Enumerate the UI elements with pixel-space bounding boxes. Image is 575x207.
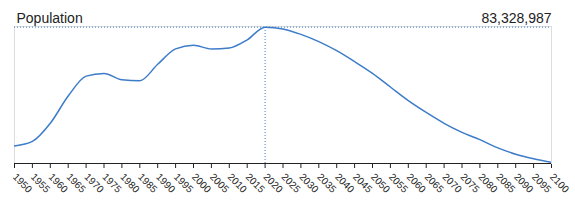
svg-text:2095: 2095: [530, 171, 554, 195]
svg-text:1995: 1995: [172, 171, 196, 195]
svg-text:1990: 1990: [154, 171, 178, 195]
svg-text:2010: 2010: [226, 171, 250, 195]
svg-text:2075: 2075: [458, 171, 482, 195]
svg-text:2060: 2060: [405, 171, 429, 195]
svg-text:1960: 1960: [47, 171, 71, 195]
svg-text:2065: 2065: [423, 171, 447, 195]
svg-text:Population: Population: [17, 10, 83, 26]
svg-text:1950: 1950: [11, 171, 35, 195]
svg-text:1965: 1965: [65, 171, 89, 195]
svg-text:2000: 2000: [190, 171, 214, 195]
svg-text:2015: 2015: [244, 171, 268, 195]
svg-text:2100: 2100: [548, 171, 572, 195]
svg-text:2070: 2070: [440, 171, 464, 195]
svg-text:1975: 1975: [100, 171, 124, 195]
svg-text:83,328,987: 83,328,987: [481, 10, 551, 26]
svg-text:1985: 1985: [136, 171, 160, 195]
svg-text:2080: 2080: [476, 171, 500, 195]
svg-text:2085: 2085: [494, 171, 518, 195]
svg-text:2040: 2040: [333, 171, 357, 195]
svg-text:2055: 2055: [387, 171, 411, 195]
svg-text:2090: 2090: [512, 171, 536, 195]
svg-text:1980: 1980: [118, 171, 142, 195]
svg-text:2045: 2045: [351, 171, 375, 195]
svg-text:2035: 2035: [315, 171, 339, 195]
svg-text:2020: 2020: [261, 171, 285, 195]
svg-text:1955: 1955: [29, 171, 53, 195]
svg-text:2030: 2030: [297, 171, 321, 195]
svg-text:2025: 2025: [279, 171, 303, 195]
svg-text:1970: 1970: [82, 171, 106, 195]
svg-text:2005: 2005: [208, 171, 232, 195]
svg-text:2050: 2050: [369, 171, 393, 195]
